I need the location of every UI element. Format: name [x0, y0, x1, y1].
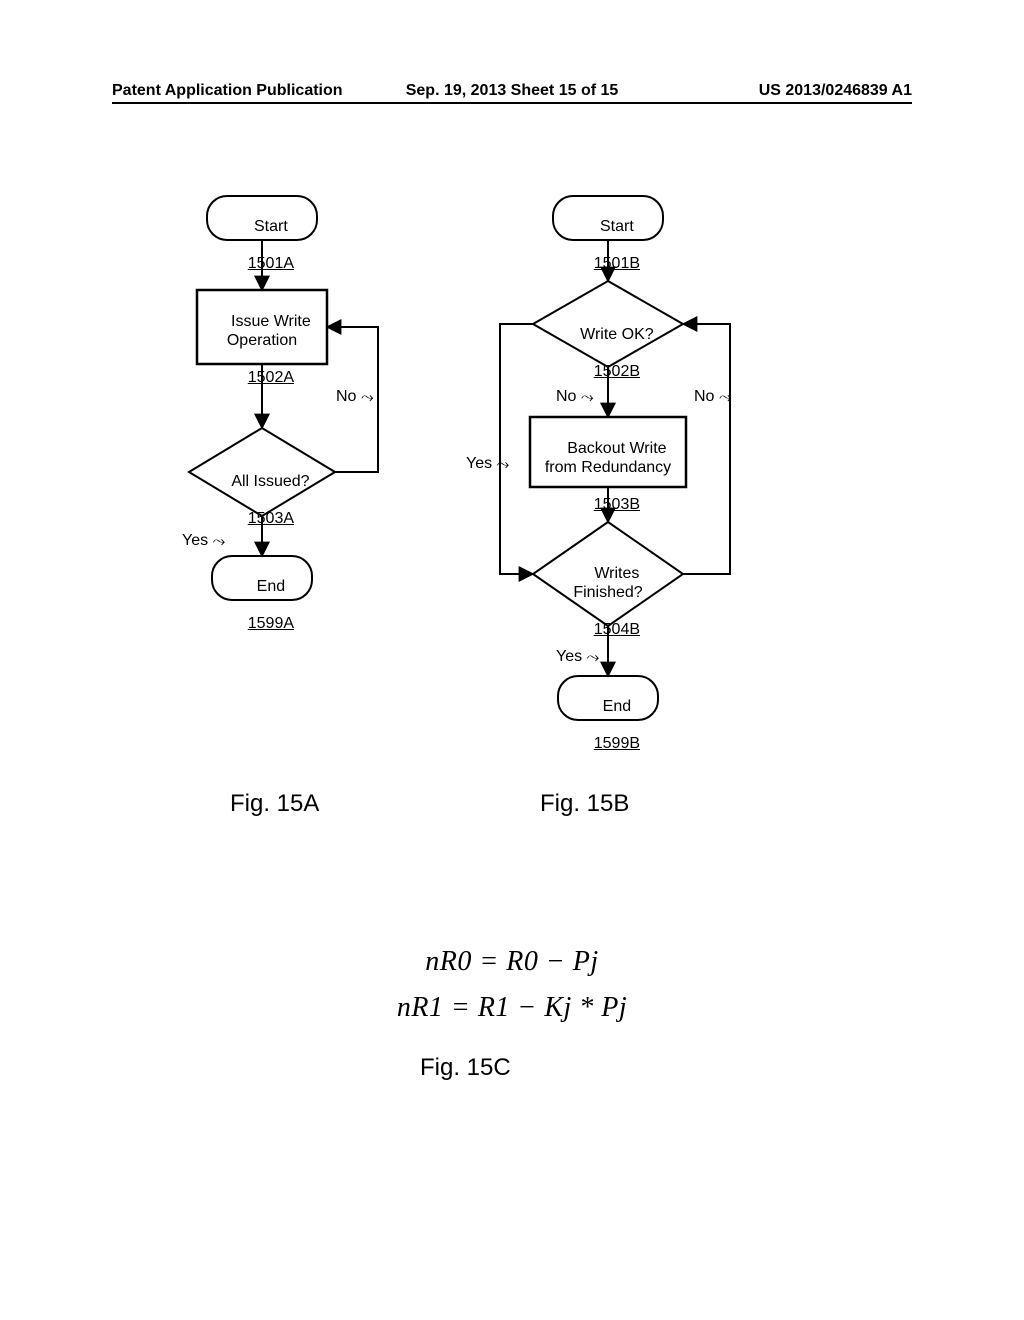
- node-start-a-label: Start: [254, 218, 288, 235]
- node-backout-b-num: 1503B: [594, 496, 640, 513]
- node-end-b-num: 1599B: [594, 735, 640, 752]
- caption-fig15b: Fig. 15B: [540, 790, 629, 818]
- tilde-arrow-icon: ⤳: [492, 456, 509, 473]
- node-finq-b: Writes Finished? 1504B: [533, 547, 683, 657]
- node-start-a: Start 1501A: [207, 200, 317, 292]
- equation-2: nR1 = R1 − Kj * Pj: [0, 992, 1024, 1024]
- node-start-b-num: 1501B: [594, 255, 640, 272]
- edge-no2-b: No ⤳: [694, 388, 732, 406]
- node-finq-b-label: Writes Finished?: [573, 565, 642, 600]
- node-issue-a-num: 1502A: [248, 369, 294, 386]
- node-start-a-num: 1501A: [248, 255, 294, 272]
- edge-no-a: No ⤳: [336, 388, 374, 406]
- edge-yes2-b-text: Yes: [556, 648, 582, 665]
- node-end-a-num: 1599A: [248, 615, 294, 632]
- node-allq-a-label: All Issued?: [231, 473, 309, 490]
- flowcharts-svg: [0, 0, 1024, 760]
- edge-no-a-text: No: [336, 388, 356, 405]
- node-backout-b-label: Backout Write from Redundancy: [545, 440, 671, 475]
- tilde-arrow-icon: ⤳: [356, 389, 373, 406]
- node-finq-b-num: 1504B: [594, 621, 640, 638]
- tilde-arrow-icon: ⤳: [582, 649, 599, 666]
- tilde-arrow-icon: ⤳: [714, 389, 731, 406]
- edge-yes2-b: Yes ⤳: [556, 648, 599, 666]
- node-allq-a-num: 1503A: [248, 510, 294, 527]
- node-end-a-label: End: [257, 578, 285, 595]
- edge-yes-a: Yes ⤳: [182, 532, 225, 550]
- edge-yes1-b-text: Yes: [466, 455, 492, 472]
- edge-no1-b: No ⤳: [556, 388, 594, 406]
- caption-fig15c: Fig. 15C: [420, 1054, 511, 1082]
- node-writeok-b: Write OK? 1502B: [533, 308, 683, 400]
- caption-fig15a: Fig. 15A: [230, 790, 319, 818]
- node-issue-a-label: Issue Write Operation: [227, 313, 311, 348]
- edge-yes-a-text: Yes: [182, 532, 208, 549]
- node-start-b-label: Start: [600, 218, 634, 235]
- patent-page: Patent Application Publication Sep. 19, …: [0, 0, 1024, 1320]
- node-end-b: End 1599B: [558, 680, 658, 772]
- edge-yes1-b: Yes ⤳: [466, 455, 509, 473]
- node-issue-a: Issue Write Operation 1502A: [197, 295, 327, 405]
- tilde-arrow-icon: ⤳: [208, 533, 225, 550]
- node-writeok-b-label: Write OK?: [580, 326, 654, 343]
- node-backout-b: Backout Write from Redundancy 1503B: [530, 422, 686, 532]
- edge-no1-b-text: No: [556, 388, 576, 405]
- tilde-arrow-icon: ⤳: [576, 389, 593, 406]
- node-start-b: Start 1501B: [553, 200, 663, 292]
- equation-1: nR0 = R0 − Pj: [0, 946, 1024, 978]
- node-writeok-b-num: 1502B: [594, 363, 640, 380]
- edge-no2-b-text: No: [694, 388, 714, 405]
- node-end-b-label: End: [603, 698, 631, 715]
- node-end-a: End 1599A: [212, 560, 312, 652]
